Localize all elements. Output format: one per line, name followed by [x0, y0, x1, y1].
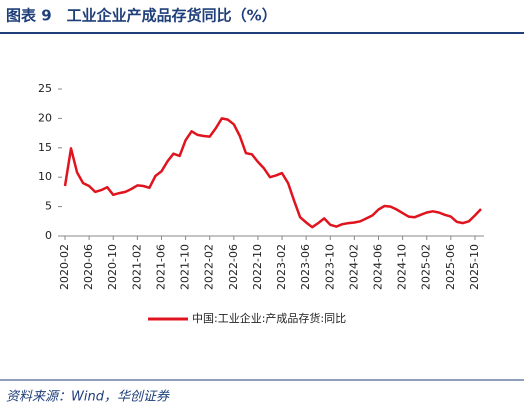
y-tick-label: 20 [38, 111, 52, 124]
x-tick-label: 2020-06 [82, 244, 95, 290]
source: 资料来源：Wind，华创证券 [6, 390, 170, 405]
y-tick-label: 15 [38, 141, 52, 154]
legend-label: 中国:工业企业:产成品存货:同比 [192, 311, 346, 325]
x-tick-label: 2020-02 [58, 244, 71, 290]
x-tick-label: 2022-02 [203, 244, 216, 290]
y-tick-label: 5 [45, 200, 52, 213]
x-tick-label: 2025-02 [420, 244, 433, 290]
x-tick-label: 2021-02 [130, 244, 143, 290]
x-tick-label: 2022-10 [251, 244, 264, 290]
x-tick-label: 2024-10 [396, 244, 409, 290]
x-tick-label: 2025-06 [444, 244, 457, 290]
x-tick-label: 2024-06 [372, 244, 385, 290]
x-tick-label: 2023-02 [275, 244, 288, 290]
y-tick-label: 25 [38, 82, 52, 95]
y-tick-label: 0 [45, 229, 52, 242]
x-tick-label: 2022-06 [227, 244, 240, 290]
x-tick-label: 2021-06 [154, 244, 167, 290]
x-tick-label: 2020-10 [106, 244, 119, 290]
x-tick-label: 2023-10 [323, 244, 336, 290]
x-tick-label: 2023-06 [299, 244, 312, 290]
x-tick-label: 2024-02 [347, 244, 360, 290]
chart-title: 图表 9 工业企业产成品存货同比（%） [6, 7, 277, 25]
x-tick-label: 2021-10 [179, 244, 192, 290]
x-tick-label: 2025-10 [468, 244, 481, 290]
y-tick-label: 10 [38, 170, 52, 183]
series-line [63, 117, 482, 229]
